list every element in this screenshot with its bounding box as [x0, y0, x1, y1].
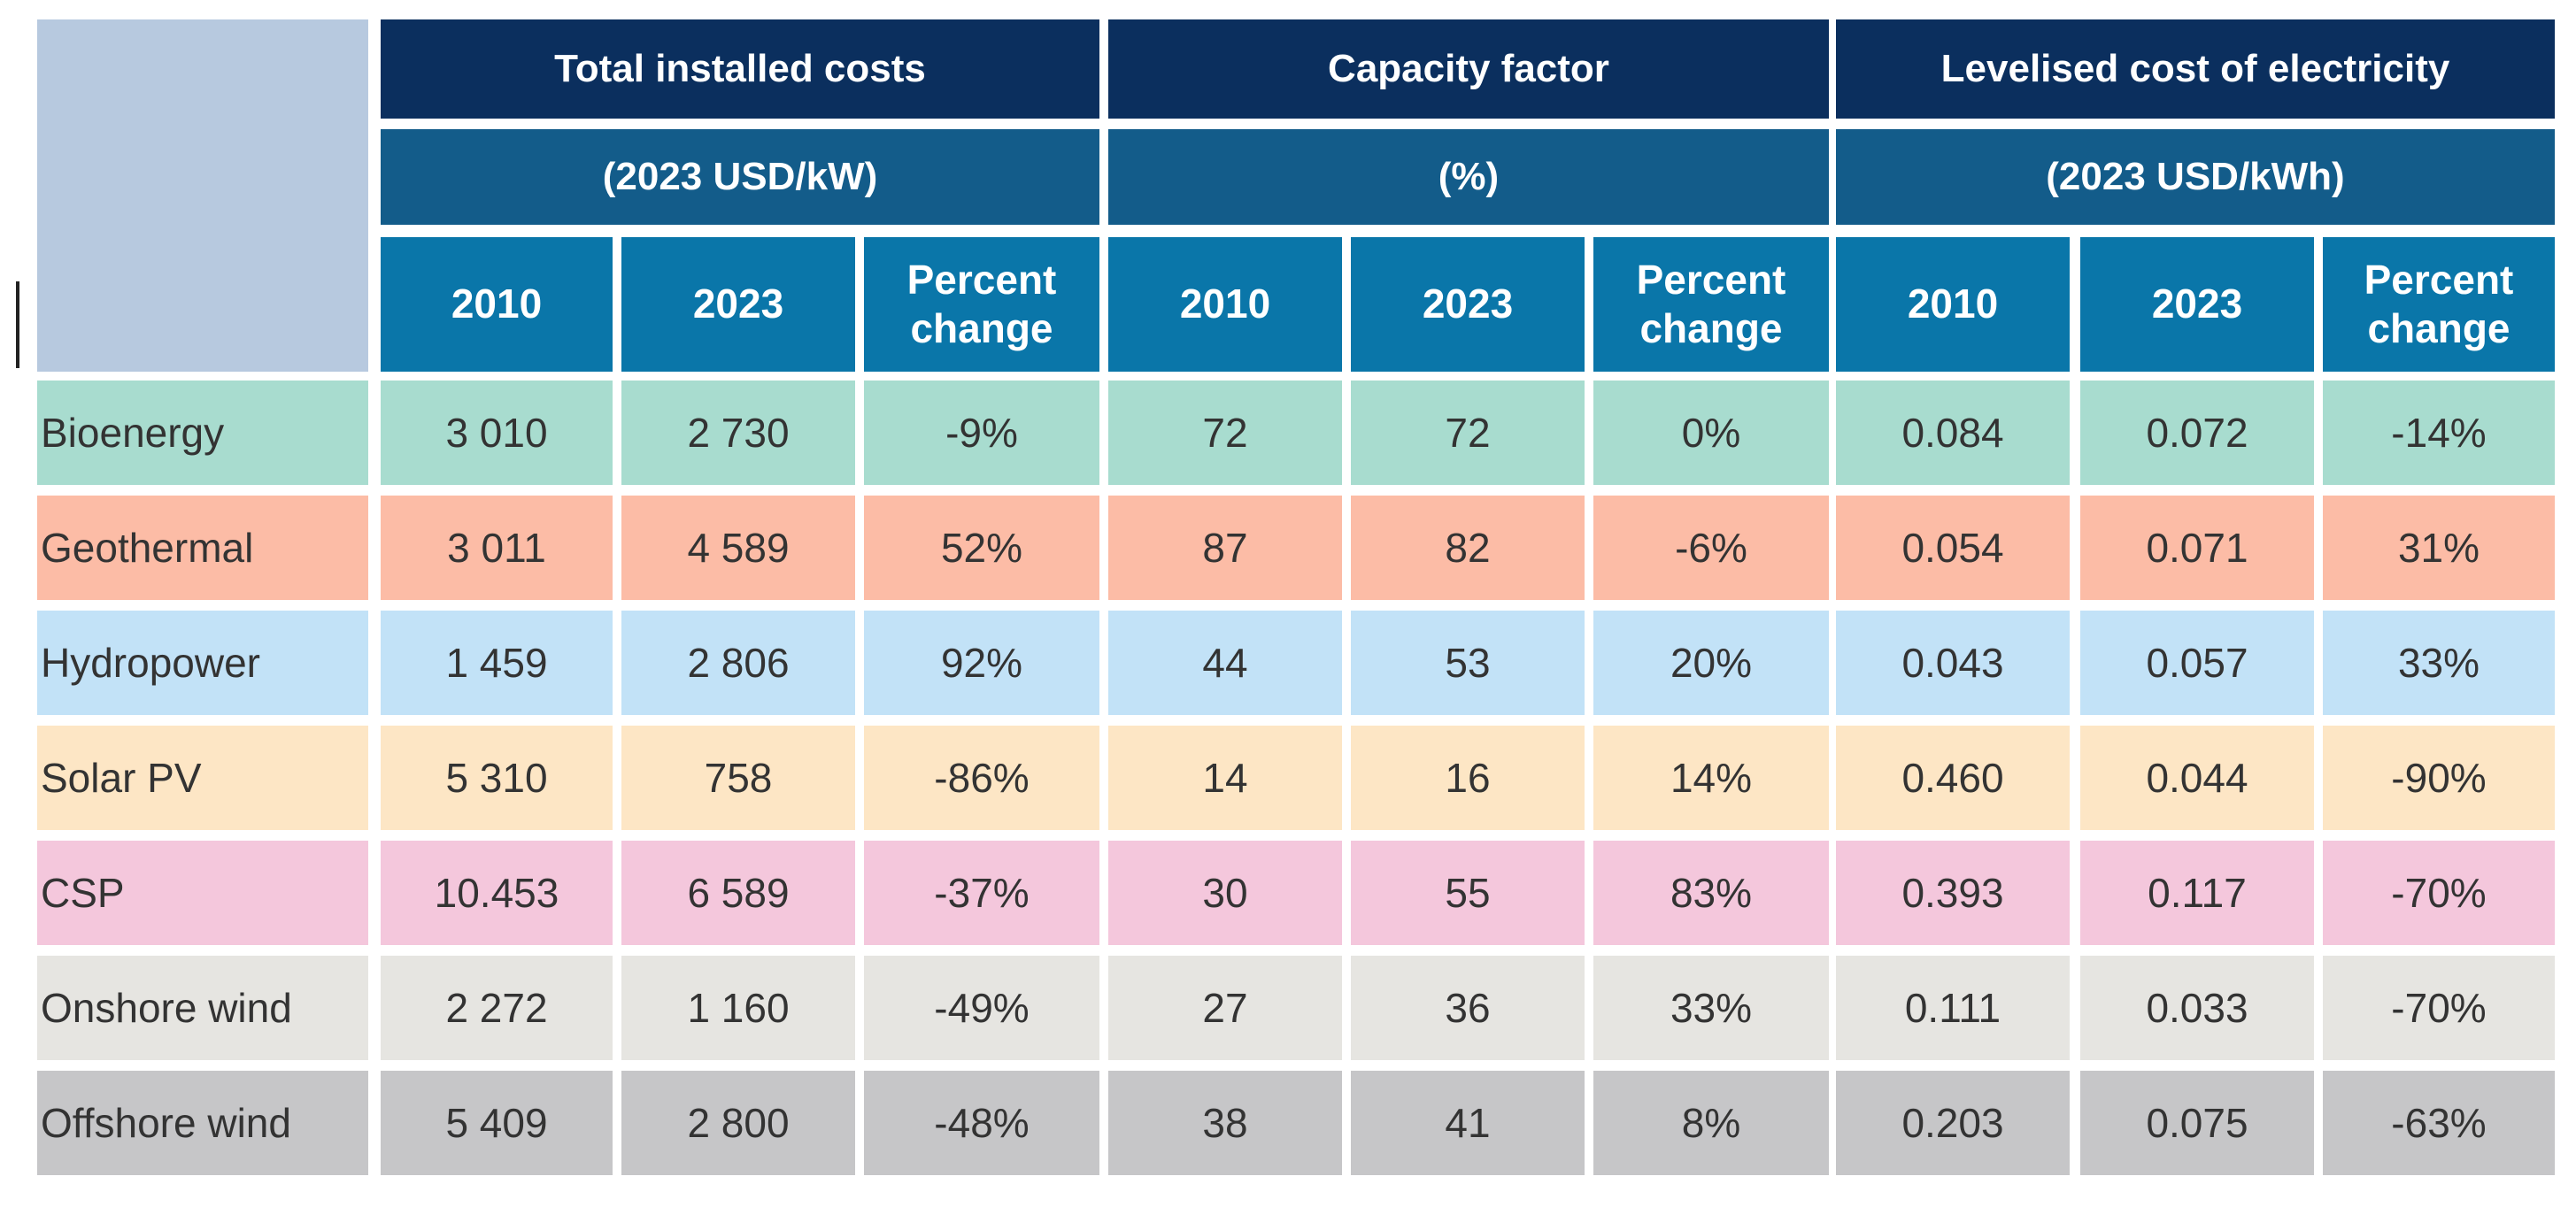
- column-header: 2010: [1836, 237, 2070, 372]
- table-cell: 31%: [2323, 496, 2555, 600]
- table-cell: 36: [1351, 956, 1585, 1060]
- row-label: Geothermal: [37, 496, 368, 600]
- table-cell: 53: [1351, 611, 1585, 715]
- table-cell: -86%: [864, 726, 1099, 830]
- table-cell: 3 010: [381, 381, 613, 485]
- table-cell: 0.071: [2080, 496, 2314, 600]
- table-cell: 0.203: [1836, 1071, 2070, 1175]
- column-header: Percent change: [864, 237, 1099, 372]
- table-cell: 2 806: [621, 611, 855, 715]
- group-title-header: Levelised cost of electricity: [1836, 19, 2555, 119]
- table-cell: 27: [1108, 956, 1342, 1060]
- table-cell: -48%: [864, 1071, 1099, 1175]
- table-cell: 2 272: [381, 956, 613, 1060]
- table-cell: 44: [1108, 611, 1342, 715]
- table-cell: 5 409: [381, 1071, 613, 1175]
- table-cell: 52%: [864, 496, 1099, 600]
- column-header: Percent change: [1593, 237, 1829, 372]
- table-cell: -70%: [2323, 956, 2555, 1060]
- table-cell: 5 310: [381, 726, 613, 830]
- table-cell: 758: [621, 726, 855, 830]
- table-cell: 92%: [864, 611, 1099, 715]
- column-header: 2010: [381, 237, 613, 372]
- row-label: Solar PV: [37, 726, 368, 830]
- table-cell: 3 011: [381, 496, 613, 600]
- table-cell: 2 800: [621, 1071, 855, 1175]
- table-cell: 41: [1351, 1071, 1585, 1175]
- table-cell: 16: [1351, 726, 1585, 830]
- table-cell: 0.117: [2080, 841, 2314, 945]
- table-cell: 38: [1108, 1071, 1342, 1175]
- table-cell: 87: [1108, 496, 1342, 600]
- table-cell: 4 589: [621, 496, 855, 600]
- row-label: Offshore wind: [37, 1071, 368, 1175]
- table-cell: 0.075: [2080, 1071, 2314, 1175]
- row-label: Hydropower: [37, 611, 368, 715]
- table-cell: 0.460: [1836, 726, 2070, 830]
- table-cell: 33%: [2323, 611, 2555, 715]
- table-cell: 30: [1108, 841, 1342, 945]
- table-cell: 20%: [1593, 611, 1829, 715]
- table-cell: 0.057: [2080, 611, 2314, 715]
- table-cell: 33%: [1593, 956, 1829, 1060]
- table-cell: 0.084: [1836, 381, 2070, 485]
- table-cell: 10.453: [381, 841, 613, 945]
- column-header: 2010: [1108, 237, 1342, 372]
- table-cell: 0.072: [2080, 381, 2314, 485]
- left-edge-mark: [16, 281, 19, 368]
- group-title-header: Capacity factor: [1108, 19, 1829, 119]
- table-cell: 2 730: [621, 381, 855, 485]
- column-header: 2023: [2080, 237, 2314, 372]
- group-unit-header: (%): [1108, 129, 1829, 225]
- table-cell: 0.033: [2080, 956, 2314, 1060]
- table-cell: -37%: [864, 841, 1099, 945]
- table-cell: 83%: [1593, 841, 1829, 945]
- group-title-header: Total installed costs: [381, 19, 1099, 119]
- table-cell: 0.111: [1836, 956, 2070, 1060]
- table-cell: 1 459: [381, 611, 613, 715]
- table-cell: 0.393: [1836, 841, 2070, 945]
- table-cell: 14: [1108, 726, 1342, 830]
- table-cell: -6%: [1593, 496, 1829, 600]
- table-cell: 14%: [1593, 726, 1829, 830]
- table-cell: -90%: [2323, 726, 2555, 830]
- row-label: CSP: [37, 841, 368, 945]
- table-corner: [37, 19, 368, 372]
- table-cell: 1 160: [621, 956, 855, 1060]
- table-cell: 6 589: [621, 841, 855, 945]
- column-header: Percent change: [2323, 237, 2555, 372]
- column-header: 2023: [621, 237, 855, 372]
- table-cell: 8%: [1593, 1071, 1829, 1175]
- table-cell: -70%: [2323, 841, 2555, 945]
- table-cell: -9%: [864, 381, 1099, 485]
- table-cell: -49%: [864, 956, 1099, 1060]
- group-unit-header: (2023 USD/kWh): [1836, 129, 2555, 225]
- table-cell: 72: [1108, 381, 1342, 485]
- table-cell: 55: [1351, 841, 1585, 945]
- table-cell: 0%: [1593, 381, 1829, 485]
- table-cell: 0.043: [1836, 611, 2070, 715]
- row-label: Onshore wind: [37, 956, 368, 1060]
- table-cell: 72: [1351, 381, 1585, 485]
- table-cell: 0.044: [2080, 726, 2314, 830]
- column-header: 2023: [1351, 237, 1585, 372]
- table-cell: 82: [1351, 496, 1585, 600]
- table-cell: -14%: [2323, 381, 2555, 485]
- row-label: Bioenergy: [37, 381, 368, 485]
- table-cell: -63%: [2323, 1071, 2555, 1175]
- table-cell: 0.054: [1836, 496, 2070, 600]
- group-unit-header: (2023 USD/kW): [381, 129, 1099, 225]
